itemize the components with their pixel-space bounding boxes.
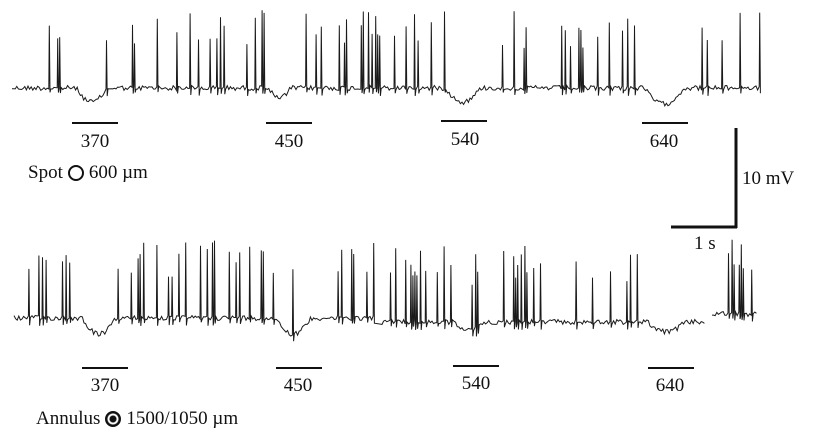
condition-size: 600 µm	[88, 162, 148, 183]
stimulus-bar	[453, 365, 499, 367]
stimulus-label: 370	[80, 131, 110, 152]
filled-annulus-icon	[105, 411, 122, 427]
stimulus-bar	[72, 122, 118, 124]
stimulus-bar	[648, 367, 694, 369]
stimulus-label: 450	[283, 375, 313, 396]
stimulus-bar	[441, 120, 487, 122]
stimulus-label: 540	[450, 129, 480, 150]
condition-label-spot: Spot 600 µm	[28, 163, 148, 183]
stimulus-label: 370	[90, 375, 120, 396]
condition-name: Spot	[28, 162, 63, 183]
voltage-trace-annulus-tail	[712, 239, 757, 322]
open-circle-icon	[67, 165, 84, 181]
voltage-trace-annulus	[13, 240, 705, 342]
condition-size: 1500/1050 µm	[126, 408, 239, 429]
stimulus-bar	[276, 367, 322, 369]
scale-bar-vertical-label: 10 mV	[742, 168, 795, 189]
stimulus-label: 640	[655, 375, 685, 396]
condition-label-annulus: Annulus 1500/1050 µm	[36, 409, 238, 429]
scale-bar-horizontal-label: 1 s	[694, 233, 716, 254]
voltage-trace-spot	[11, 10, 761, 108]
stimulus-bar	[642, 122, 688, 124]
stimulus-label: 450	[274, 131, 304, 152]
condition-name: Annulus	[36, 408, 101, 429]
stimulus-label: 640	[649, 131, 679, 152]
stimulus-bar	[82, 367, 128, 369]
stimulus-label: 540	[461, 373, 491, 394]
stimulus-bar	[266, 122, 312, 124]
